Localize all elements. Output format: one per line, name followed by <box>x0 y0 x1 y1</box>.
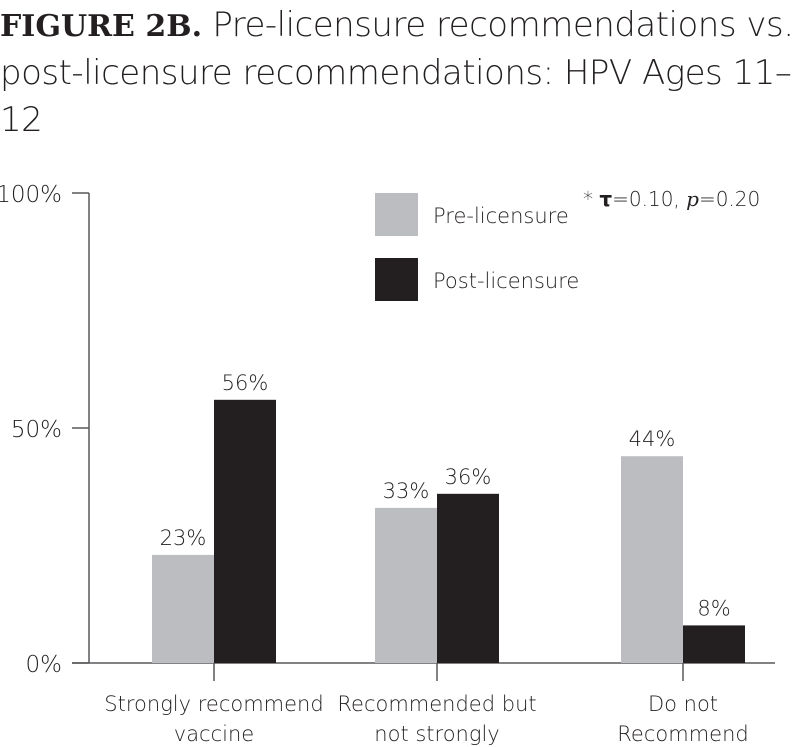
bar-post-licensure <box>214 399 276 663</box>
annotation-part: =0.10, <box>612 187 686 211</box>
category-label: vaccine <box>174 722 254 746</box>
annotation: * τ=0.10, p=0.20 <box>583 187 760 211</box>
bar-pre-licensure <box>621 456 683 663</box>
bar-post-licensure <box>683 625 745 663</box>
bar-post-licensure <box>437 493 499 663</box>
annotation-part: =0.20 <box>699 187 760 211</box>
category-label: not strongly <box>374 722 499 746</box>
legend-label: Pre-licensure <box>433 204 569 228</box>
y-tick-label: 50% <box>11 417 62 443</box>
legend-swatch <box>375 258 418 301</box>
y-tick-label: 100% <box>0 182 62 208</box>
annotation-part: p <box>686 187 699 211</box>
chart-title: FIGURE 2B. Pre-licensure recommendations… <box>0 2 800 144</box>
bar-pre-licensure <box>375 507 437 663</box>
bar-pre-licensure <box>152 554 214 663</box>
figure-label: FIGURE 2B. <box>0 9 203 44</box>
data-label: 23% <box>160 526 207 550</box>
legend-swatch <box>375 193 418 236</box>
category-label: Recommended but <box>337 692 536 716</box>
y-tick-label: 0% <box>26 652 63 678</box>
annotation-part: * <box>583 187 599 211</box>
category-label: Strongly recommend <box>104 692 323 716</box>
data-label: 36% <box>445 465 492 489</box>
annotation-part: τ <box>599 187 612 211</box>
category-label: Do not <box>648 692 718 716</box>
data-label: 44% <box>629 427 676 451</box>
data-label: 33% <box>383 479 430 503</box>
data-label: 8% <box>697 596 730 620</box>
data-label: 56% <box>222 371 269 395</box>
legend-label: Post-licensure <box>433 269 579 293</box>
title-text: Pre-licensure recommendations vs. post-l… <box>0 5 794 140</box>
category-label: Recommend <box>617 722 748 746</box>
